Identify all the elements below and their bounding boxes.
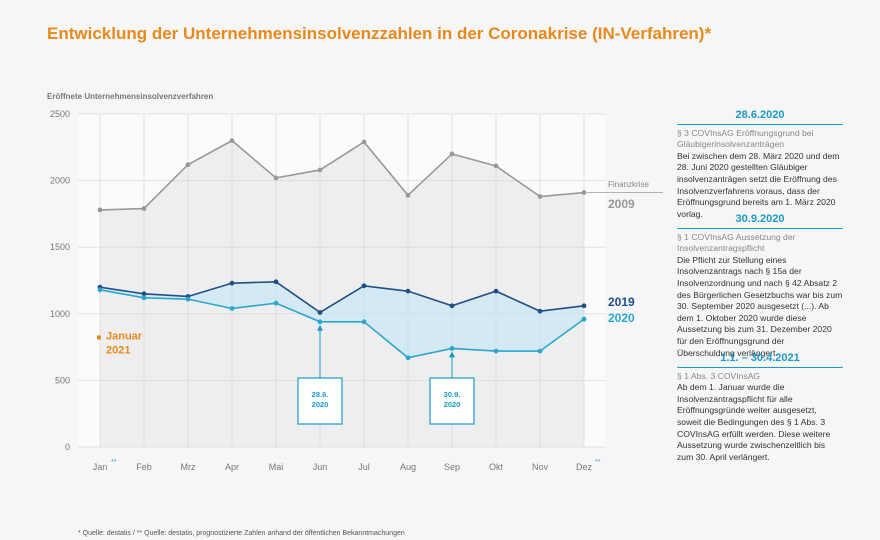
annotation-label: 28.6.	[312, 390, 329, 399]
y-tick-label: 1500	[50, 242, 70, 252]
januar-2021-label: Januar	[106, 330, 143, 342]
series-2019-point	[449, 303, 455, 309]
series-2019-point	[581, 303, 587, 309]
x-tick-label: Jun	[313, 462, 328, 472]
series-2020-point	[273, 300, 279, 306]
series-2009-point	[229, 138, 235, 144]
series-2009-point	[141, 206, 147, 211]
y-axis-label: Eröffnete Unternehmensinsolvenzverfahren	[47, 92, 213, 101]
x-tick-label: Sep	[444, 462, 460, 472]
series-2020-point	[185, 296, 191, 302]
y-tick-label: 500	[55, 375, 70, 385]
series-2019-label: 2019	[608, 295, 635, 309]
annotation-label: 30.9.	[444, 390, 461, 399]
series-2009-point	[361, 139, 367, 145]
x-tick-label: Apr	[225, 462, 239, 472]
annotation-label: 2020	[312, 400, 329, 409]
series-2020-point	[581, 316, 587, 322]
series-2020-point	[141, 295, 147, 301]
x-tick-footnote-mark: **	[111, 459, 117, 466]
series-2009-point	[449, 151, 455, 157]
annotation-box	[429, 377, 475, 425]
series-2009-label: 2009	[608, 197, 635, 211]
x-tick-label: Okt	[489, 462, 504, 472]
y-tick-label: 0	[65, 442, 70, 452]
series-2020-point	[361, 319, 367, 325]
x-tick-label: Aug	[400, 462, 416, 472]
sidebar-note-body: Die Pflicht zur Stellung eines Insolvenz…	[677, 254, 843, 358]
area-2009	[100, 140, 584, 447]
series-2009-point	[405, 192, 411, 198]
series-2019-point	[537, 308, 543, 314]
x-tick-label: Feb	[136, 462, 152, 472]
series-2009-point	[537, 194, 543, 199]
sidebar-note-subtitle: § 1 COVInsAG Aussetzung der Insolvenzant…	[677, 231, 796, 254]
y-tick-label: 1000	[50, 309, 70, 319]
annotation-label: 2020	[444, 400, 461, 409]
series-2019-point	[141, 291, 147, 297]
series-2009-point	[581, 190, 587, 195]
annotation-box	[297, 377, 343, 425]
series-2020-point	[449, 346, 455, 351]
series-2009-point	[185, 162, 191, 168]
sidebar-note-subtitle: § 1 Abs. 3 COVInsAG	[677, 370, 761, 381]
series-2019-point	[493, 288, 499, 294]
sidebar-note-date: 1.1. – 30.4.2021	[677, 352, 843, 368]
series-2020-point	[493, 348, 499, 354]
x-tick-label: Jan	[93, 462, 108, 472]
sidebar-note-subtitle: § 3 COVInsAG Eröffnungsgrund bei Gläubig…	[677, 127, 814, 150]
series-2019-point	[361, 283, 367, 289]
sidebar-note-2: 30.9.2020 § 1 COVInsAG Aussetzung der In…	[677, 213, 843, 359]
area-gap-2019-2020	[100, 281, 584, 358]
annotation-arrowhead	[449, 351, 455, 358]
x-tick-label: Nov	[532, 462, 549, 472]
sidebar-note-date: 30.9.2020	[677, 213, 843, 229]
x-tick-label: Dez	[576, 462, 593, 472]
series-2019-point	[273, 279, 279, 285]
series-2020-point	[537, 348, 543, 354]
x-tick-label: Mrz	[181, 462, 196, 472]
januar-2021-year: 2021	[106, 344, 130, 356]
januar-2021-marker	[97, 335, 101, 340]
series-2009-point	[493, 163, 499, 169]
chart-title: Entwicklung der Unternehmensinsolvenzzah…	[47, 24, 712, 43]
series-2019-point	[405, 288, 411, 294]
series-2020-point	[317, 319, 323, 325]
sidebar-note-1: 28.6.2020 § 3 COVInsAG Eröffnungsgrund b…	[677, 109, 843, 220]
source-footnote: * Quelle: destatis / ** Quelle: destatis…	[78, 530, 405, 537]
x-tick-label: Jul	[358, 462, 370, 472]
y-tick-label: 2000	[50, 176, 70, 186]
series-2009-point	[273, 175, 279, 181]
series-2019-point	[229, 280, 235, 286]
y-tick-label: 2500	[50, 109, 70, 119]
series-2009-point	[97, 207, 103, 213]
series-2020-point	[97, 287, 103, 293]
sidebar-note-body: Ab dem 1. Januar wurde die Insolvenzantr…	[677, 382, 831, 462]
sidebar-note-date: 28.6.2020	[677, 109, 843, 125]
series-2009-caption: Finanzkrise	[608, 180, 649, 189]
series-2009-point	[317, 167, 323, 173]
sidebar-note-body: Bei zwischen dem 28. März 2020 und dem 2…	[677, 150, 840, 219]
series-2020-point	[405, 355, 411, 361]
series-2009-line	[99, 139, 585, 211]
annotation-arrowhead	[317, 324, 323, 331]
series-2019-line	[99, 281, 585, 314]
series-2020-line	[99, 289, 585, 359]
x-tick-footnote-mark: **	[595, 459, 601, 466]
series-2020-point	[229, 306, 235, 311]
series-2020-label: 2020	[608, 311, 635, 325]
series-2019-point	[317, 310, 323, 315]
x-tick-label: Mai	[269, 462, 284, 472]
sidebar-note-3: 1.1. – 30.4.2021 § 1 Abs. 3 COVInsAG Ab …	[677, 352, 843, 463]
